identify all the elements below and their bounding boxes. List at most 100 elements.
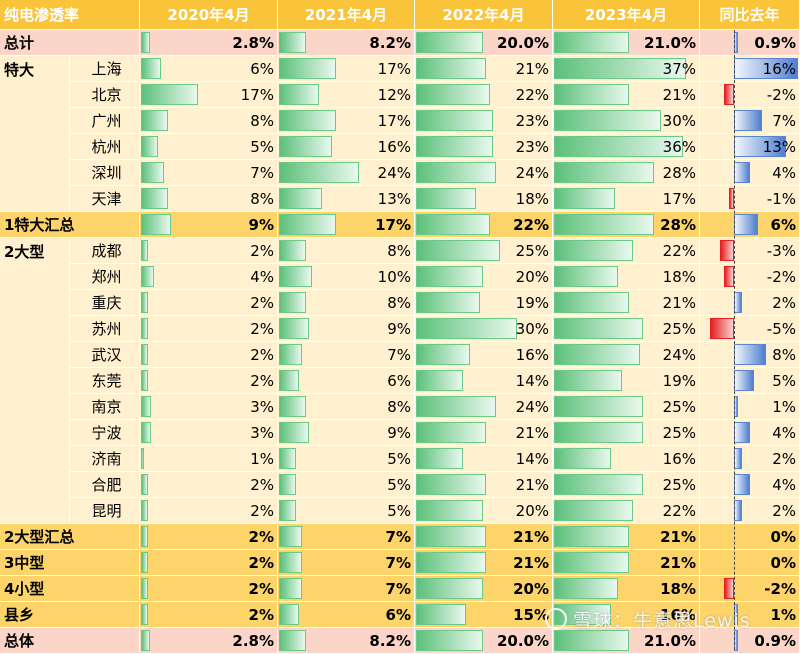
value-cell: 14% <box>415 446 553 472</box>
value-cell: 21% <box>553 550 700 576</box>
value-cell: 6% <box>140 56 278 82</box>
green-bar <box>279 318 309 339</box>
value-label: 17% <box>662 189 696 208</box>
green-bar <box>416 448 463 469</box>
value-cell: 21% <box>415 56 553 82</box>
value-cell: -3% <box>700 238 800 264</box>
green-bar <box>141 396 152 417</box>
green-bar <box>554 396 644 417</box>
value-cell: 2% <box>140 368 278 394</box>
green-bar <box>279 136 333 157</box>
value-cell: 30% <box>415 316 553 342</box>
value-label: 9% <box>248 215 274 234</box>
value-cell: 13% <box>700 134 800 160</box>
negative-bar <box>729 188 734 209</box>
city-label: 重庆 <box>70 290 140 316</box>
value-label: -2% <box>766 85 796 104</box>
watermark: 雪球：牛意思Lewis <box>545 606 751 633</box>
value-cell: 4% <box>700 160 800 186</box>
city-label: 天津 <box>70 186 140 212</box>
green-bar <box>279 162 359 183</box>
value-label: 7% <box>250 163 274 182</box>
value-cell: 2% <box>140 602 278 628</box>
value-label: 16% <box>377 137 411 156</box>
value-label: 2% <box>772 449 796 468</box>
value-label: 1% <box>770 605 796 624</box>
value-cell: 19% <box>553 368 700 394</box>
value-label: 7% <box>772 111 796 130</box>
value-cell: 2% <box>140 290 278 316</box>
green-bar <box>279 422 309 443</box>
city-label: 济南 <box>70 446 140 472</box>
value-cell: 7% <box>140 160 278 186</box>
value-label: 2% <box>248 527 274 546</box>
value-label: 20.0% <box>496 631 549 650</box>
value-label: 2.8% <box>232 631 274 650</box>
value-cell: 2% <box>140 316 278 342</box>
value-cell: -2% <box>700 264 800 290</box>
value-label: -2% <box>766 267 796 286</box>
value-label: 2% <box>250 241 274 260</box>
green-bar <box>416 58 487 79</box>
value-cell: 2% <box>700 290 800 316</box>
value-cell: 28% <box>553 212 700 238</box>
value-cell: 24% <box>415 160 553 186</box>
value-cell: 5% <box>278 446 415 472</box>
value-cell: 22% <box>553 238 700 264</box>
value-label: 21% <box>515 475 549 494</box>
value-label: 2.8% <box>232 33 274 52</box>
green-bar <box>554 422 644 443</box>
green-bar <box>141 58 162 79</box>
value-cell: 17% <box>553 186 700 212</box>
value-label: 16% <box>515 345 549 364</box>
value-label: 28% <box>662 163 696 182</box>
green-bar <box>554 32 630 53</box>
city-label: 深圳 <box>70 160 140 186</box>
green-bar <box>279 630 307 651</box>
green-bar <box>416 396 497 417</box>
value-label: 28% <box>660 215 696 234</box>
value-label: 17% <box>240 85 274 104</box>
value-label: 1% <box>772 397 796 416</box>
green-bar <box>279 188 323 209</box>
value-cell: 9% <box>278 420 415 446</box>
green-bar <box>141 578 148 599</box>
value-label: 24% <box>515 163 549 182</box>
value-cell: 3% <box>140 394 278 420</box>
value-cell: 0% <box>700 524 800 550</box>
value-label: -3% <box>766 241 796 260</box>
positive-bar <box>734 162 750 183</box>
city-label: 苏州 <box>70 316 140 342</box>
green-bar <box>141 162 165 183</box>
value-label: 16% <box>762 59 796 78</box>
value-label: 17% <box>377 59 411 78</box>
value-cell: 20% <box>415 498 553 524</box>
row-label: 县乡 <box>0 602 140 628</box>
value-cell: 3% <box>140 420 278 446</box>
value-cell: 8% <box>278 238 415 264</box>
value-cell: 30% <box>553 108 700 134</box>
value-cell: 5% <box>140 134 278 160</box>
value-cell: 20.0% <box>415 628 553 654</box>
value-label: 21% <box>662 85 696 104</box>
green-bar <box>279 604 299 625</box>
green-bar <box>554 552 630 573</box>
watermark-text: 雪球：牛意思Lewis <box>573 610 751 632</box>
city-label: 广州 <box>70 108 140 134</box>
value-label: 25% <box>662 319 696 338</box>
green-bar <box>416 552 487 573</box>
value-cell: 2.8% <box>140 30 278 56</box>
column-header: 2021年4月 <box>278 0 415 30</box>
value-cell: 7% <box>278 342 415 368</box>
row-label: 总体 <box>0 628 140 654</box>
value-label: 20% <box>513 579 549 598</box>
green-bar <box>279 292 306 313</box>
green-bar <box>554 214 655 235</box>
green-bar <box>279 240 306 261</box>
value-cell: 25% <box>415 238 553 264</box>
value-label: 21% <box>515 423 549 442</box>
green-bar <box>554 266 619 287</box>
value-label: 9% <box>387 319 411 338</box>
value-cell: 25% <box>553 316 700 342</box>
